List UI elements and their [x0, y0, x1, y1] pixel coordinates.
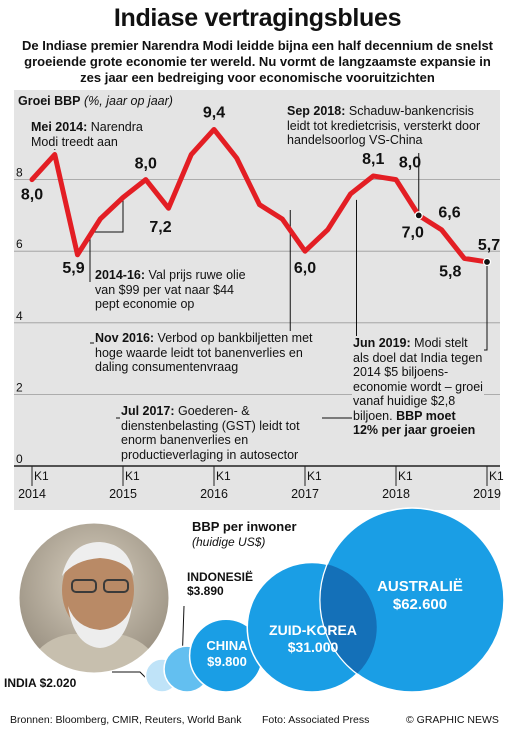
annotation-nov-2016: Nov 2016: Verbod op bankbiljetten met ho… [94, 331, 318, 375]
bubble-label-india: INDIA $2.020 [4, 676, 77, 690]
data-label: 8,0 [399, 155, 421, 172]
page-title: Indiase vertragingsblues [113, 4, 402, 32]
data-label: 8,0 [21, 187, 43, 204]
footer-sources: Bronnen: Bloomberg, CMIR, Reuters, World… [10, 714, 242, 726]
footer-photo-credit: Foto: Associated Press [262, 714, 370, 726]
bubble-circles [144, 507, 505, 693]
annotation-jun-2019: Jun 2019: Modi stelt als doel dat India … [352, 336, 484, 438]
data-label: 5,7 [478, 237, 500, 254]
page-subtitle: De Indiase premier Narendra Modi leidde … [21, 38, 493, 85]
y-tick-label: 2 [16, 380, 23, 394]
x-quarter-label: K1 [125, 469, 140, 483]
bubble-label-korea: ZUID-KOREA $31.000 [269, 622, 357, 655]
y-axis-ticks: 0 2 4 6 8 [16, 166, 23, 466]
x-year-label: 2018 [382, 487, 410, 501]
annotation-2014-16: 2014-16: Val prijs ruwe olie van $99 per… [94, 268, 256, 312]
point-marker [414, 211, 423, 220]
chart-title-row: Groei BBP (%, jaar op jaar) [18, 94, 173, 108]
x-quarter-label: K1 [307, 469, 322, 483]
x-quarter-label: K1 [489, 469, 504, 483]
y-tick-label: 4 [16, 309, 23, 323]
bubble-label-indonesia: INDONESIË $3.890 [187, 570, 254, 598]
data-label: 8,0 [135, 156, 157, 173]
gdp-growth-line [29, 126, 490, 265]
leader-india [112, 671, 148, 680]
bubble-overlap [319, 562, 377, 692]
bubble-label-australia: AUSTRALIË $62.600 [377, 578, 463, 613]
x-quarter-label: K1 [34, 469, 49, 483]
data-label: 9,4 [203, 104, 225, 121]
x-quarter-label: K1 [398, 469, 413, 483]
data-label: 5,8 [439, 263, 461, 280]
y-tick-label: 0 [16, 452, 23, 466]
modi-photo [16, 520, 172, 676]
data-label: 5,9 [62, 260, 84, 277]
bubbles-unit: (huidige US$) [192, 535, 266, 549]
x-axis-labels: K1 2014 K1 2015 K1 2016 K1 2017 K1 2018 K1 2019 [18, 466, 504, 501]
point-markers [414, 211, 492, 267]
data-label: 6,0 [294, 260, 316, 277]
annotation-sep-2018: Sep 2018: Schaduw-bankencrisis leidt tot… [286, 104, 500, 148]
chart-unit: (%, jaar op jaar) [84, 94, 173, 108]
bubble-label-china: CHINA $9.800 [206, 638, 248, 669]
x-year-label: 2015 [109, 487, 137, 501]
chart-title: Groei BBP [18, 94, 81, 108]
y-tick-label: 8 [16, 166, 23, 180]
bubbles-title: BBP per inwoner [192, 519, 297, 534]
leader-line [89, 199, 124, 282]
data-label: 7,0 [402, 224, 424, 241]
annotation-jul-2017: Jul 2017: Goederen- & dienstenbelasting … [120, 404, 322, 462]
x-year-label: 2019 [473, 487, 501, 501]
footer-copyright: © GRAPHIC NEWS [406, 714, 499, 726]
y-tick-label: 6 [16, 237, 23, 251]
x-year-label: 2014 [18, 487, 46, 501]
x-quarter-label: K1 [216, 469, 231, 483]
data-label: 6,6 [438, 205, 460, 222]
data-label: 8,1 [362, 151, 384, 168]
point-marker [482, 257, 492, 267]
x-year-label: 2017 [291, 487, 319, 501]
x-year-label: 2016 [200, 487, 228, 501]
annotation-mei-2014: Mei 2014: Narendra Modi treedt aan [30, 120, 162, 149]
data-label: 7,2 [149, 219, 171, 236]
